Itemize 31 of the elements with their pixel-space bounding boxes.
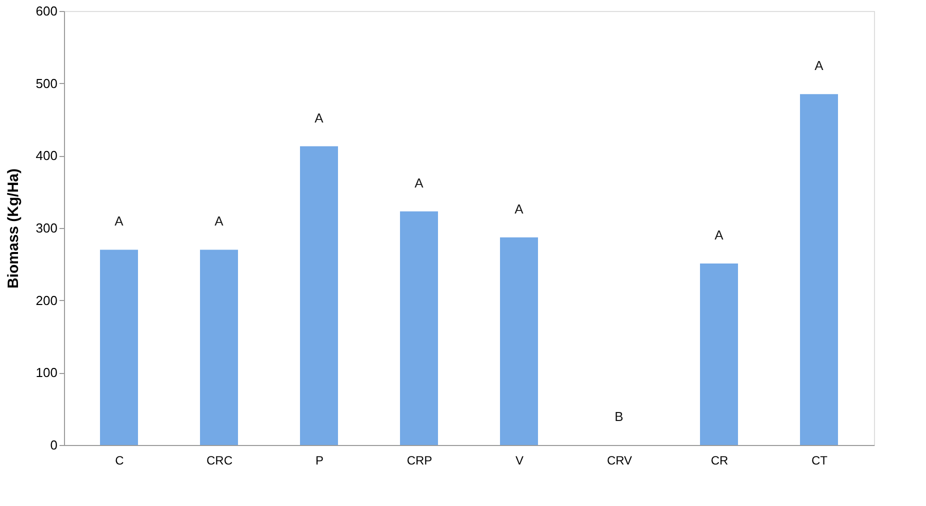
- bar: [800, 94, 838, 445]
- data-label: A: [314, 110, 324, 126]
- data-label: A: [414, 175, 424, 190]
- y-tick-label: 300: [36, 220, 58, 236]
- y-tick-label: 500: [36, 76, 58, 91]
- y-axis-title: Biomass (Kg/Ha): [4, 168, 22, 289]
- x-tick-label: C: [115, 454, 124, 468]
- y-tick-label: 400: [36, 148, 58, 164]
- x-tick-label: CRP: [406, 454, 432, 468]
- data-label: A: [814, 58, 824, 74]
- bar: [400, 211, 438, 445]
- y-tick-label: 600: [36, 4, 58, 18]
- bar: [300, 146, 338, 445]
- x-tick-label: CRC: [206, 454, 233, 468]
- x-tick-label: CR: [710, 454, 728, 468]
- x-tick-label: CT: [812, 454, 828, 468]
- bar: [500, 237, 538, 445]
- bar: [100, 250, 138, 445]
- data-label: A: [514, 201, 524, 216]
- bar: [200, 250, 238, 445]
- x-tick-label: CRV: [606, 454, 632, 468]
- y-tick-label: 200: [36, 292, 58, 308]
- bar: [700, 263, 738, 445]
- x-tick-label: P: [315, 454, 324, 468]
- data-label: A: [114, 214, 124, 229]
- y-tick-label: 0: [50, 438, 58, 452]
- y-tick-label: 100: [36, 365, 58, 380]
- data-label: B: [614, 409, 624, 424]
- x-tick-label: V: [515, 454, 524, 468]
- data-label: A: [714, 227, 724, 242]
- data-label: A: [214, 214, 224, 229]
